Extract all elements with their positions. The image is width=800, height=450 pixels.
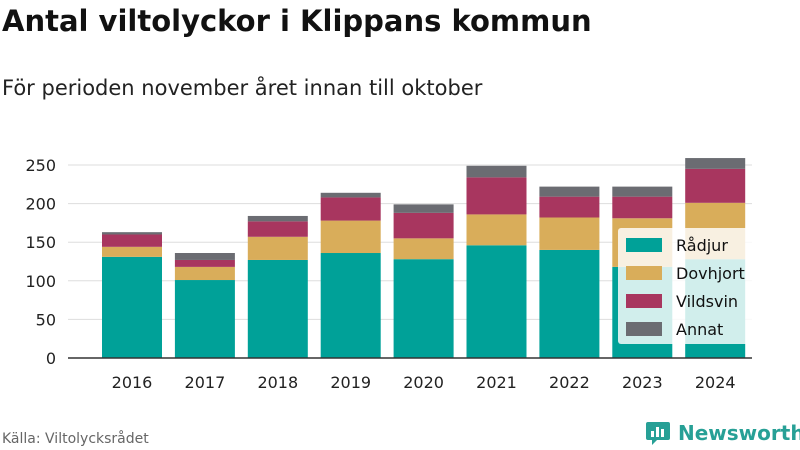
bar-segment [685, 158, 746, 169]
bar-segment [539, 196, 600, 218]
source-note: Källa: Viltolycksrådet [2, 431, 149, 447]
bar-segment [539, 249, 600, 358]
legend-swatch [626, 294, 662, 308]
legend-label: Dovhjort [676, 264, 745, 283]
x-tick-label: 2024 [695, 373, 736, 392]
brand: Newsworthy [645, 420, 800, 446]
x-tick-label: 2017 [185, 373, 226, 392]
x-tick-label: 2021 [476, 373, 517, 392]
newsworthy-logo-icon [646, 422, 670, 445]
bar-segment [320, 192, 381, 198]
bar-segment [247, 259, 308, 358]
y-tick-label: 100 [25, 272, 56, 291]
bar-segment [174, 253, 235, 260]
x-tick-label: 2023 [622, 373, 663, 392]
y-tick-label: 50 [36, 310, 56, 329]
bar-segment [247, 221, 308, 237]
bar-segment [612, 196, 673, 219]
x-tick-label: 2019 [330, 373, 371, 392]
bar-segment [320, 220, 381, 254]
bar-segment [247, 215, 308, 222]
bar-segment [466, 177, 527, 215]
legend-label: Vildsvin [676, 292, 738, 311]
legend-box [618, 228, 760, 344]
bar-segment [102, 256, 162, 358]
legend-swatch [626, 322, 662, 336]
x-tick-label: 2016 [112, 373, 153, 392]
bar-segment [393, 204, 454, 213]
bar-segment [320, 253, 381, 358]
bar-segment [393, 212, 454, 239]
bar-segment [102, 234, 162, 247]
bar-segment [174, 280, 235, 358]
y-tick-label: 150 [25, 233, 56, 252]
bar-segment [393, 259, 454, 358]
bar-segment [539, 186, 600, 197]
bar-segment [612, 186, 673, 197]
bar-segment [174, 259, 235, 267]
chart-title: Antal viltolyckor i Klippans kommun [2, 4, 592, 38]
bar-segment [466, 245, 527, 358]
x-tick-label: 2018 [257, 373, 298, 392]
chart-subtitle: För perioden november året innan till ok… [2, 76, 483, 100]
x-tick-label: 2020 [403, 373, 444, 392]
bar-segment [466, 214, 527, 246]
bar-segment [102, 246, 162, 257]
y-tick-label: 0 [46, 349, 56, 368]
bar-segment [393, 238, 454, 260]
legend-swatch [626, 266, 662, 280]
bar-segment [320, 197, 381, 221]
y-tick-label: 200 [25, 195, 56, 214]
brand-name: Newsworthy [678, 421, 800, 445]
legend-label: Rådjur [676, 236, 728, 255]
bar-segment [247, 236, 308, 260]
legend-label: Annat [676, 320, 723, 339]
bar-segment [685, 168, 746, 203]
bar-segment [466, 165, 527, 178]
y-tick-label: 250 [25, 156, 56, 175]
legend-swatch [626, 238, 662, 252]
bar-segment [102, 232, 162, 235]
bar-segment [174, 266, 235, 281]
x-tick-label: 2022 [549, 373, 590, 392]
bar-segment [539, 217, 600, 250]
